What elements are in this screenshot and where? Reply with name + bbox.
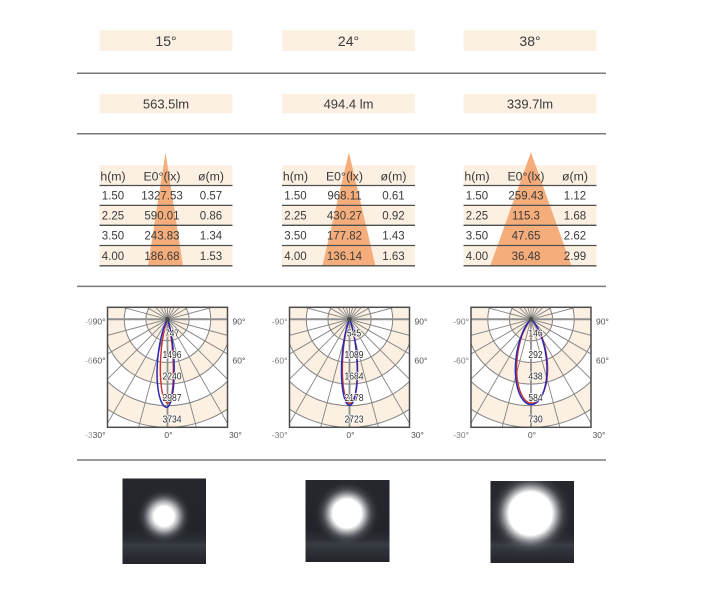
svg-text:60°: 60° <box>596 355 609 365</box>
svg-text:177.82: 177.82 <box>327 231 362 243</box>
svg-text:47.65: 47.65 <box>512 231 541 243</box>
svg-text:2.99: 2.99 <box>564 251 586 263</box>
svg-text:2.25: 2.25 <box>102 211 124 223</box>
svg-text:1.68: 1.68 <box>564 211 586 223</box>
svg-text:2987: 2987 <box>162 393 181 404</box>
svg-text:339.7lm: 339.7lm <box>507 97 553 112</box>
svg-text:0°: 0° <box>528 430 536 440</box>
svg-text:2.25: 2.25 <box>466 211 488 223</box>
svg-text:3.50: 3.50 <box>102 231 124 243</box>
svg-text:4.00: 4.00 <box>284 251 306 263</box>
svg-text:1.43: 1.43 <box>382 231 404 243</box>
svg-text:-30°: -30° <box>272 430 288 440</box>
svg-text:30°: 30° <box>593 430 606 440</box>
svg-text:3.50: 3.50 <box>284 231 306 243</box>
svg-text:-60°: -60° <box>272 355 288 365</box>
svg-text:90°: 90° <box>596 316 609 326</box>
svg-text:115.3: 115.3 <box>512 211 540 223</box>
svg-text:3.50: 3.50 <box>466 231 488 243</box>
svg-text:259.43: 259.43 <box>508 191 543 203</box>
svg-text:4.00: 4.00 <box>102 251 124 263</box>
svg-text:h(m): h(m) <box>283 169 308 183</box>
svg-text:-90°: -90° <box>453 316 469 326</box>
svg-text:2240: 2240 <box>162 372 181 383</box>
svg-text:1089: 1089 <box>344 350 363 361</box>
svg-text:E0°(lx): E0°(lx) <box>507 169 544 183</box>
svg-text:0°: 0° <box>346 430 354 440</box>
svg-text:ø(m): ø(m) <box>198 169 224 183</box>
svg-text:747: 747 <box>165 328 180 339</box>
svg-text:0.61: 0.61 <box>382 191 404 203</box>
svg-text:ø(m): ø(m) <box>381 169 407 183</box>
svg-text:1684: 1684 <box>344 372 363 383</box>
svg-text:292: 292 <box>528 350 543 361</box>
svg-text:0.86: 0.86 <box>200 211 222 223</box>
svg-text:E0°(lx): E0°(lx) <box>143 169 180 183</box>
svg-text:-330°: -330° <box>85 430 105 440</box>
svg-text:430.27: 430.27 <box>327 211 362 223</box>
svg-text:15°: 15° <box>155 33 176 49</box>
svg-text:30°: 30° <box>229 430 242 440</box>
svg-text:3734: 3734 <box>162 415 181 426</box>
svg-text:ø(m): ø(m) <box>562 169 588 183</box>
svg-text:h(m): h(m) <box>464 169 489 183</box>
svg-text:2.62: 2.62 <box>564 231 586 243</box>
svg-text:0.92: 0.92 <box>382 211 404 223</box>
svg-text:146: 146 <box>528 328 543 339</box>
svg-text:1.50: 1.50 <box>284 191 306 203</box>
svg-text:2.25: 2.25 <box>284 211 306 223</box>
svg-text:-990°: -990° <box>85 316 105 326</box>
svg-text:1.34: 1.34 <box>200 231 223 243</box>
svg-text:1.53: 1.53 <box>200 251 222 263</box>
svg-text:563.5lm: 563.5lm <box>143 97 189 112</box>
svg-text:1327.53: 1327.53 <box>141 191 183 203</box>
svg-text:438: 438 <box>528 372 543 383</box>
svg-text:90°: 90° <box>415 316 428 326</box>
svg-text:136.14: 136.14 <box>327 251 363 263</box>
svg-text:30°: 30° <box>411 430 424 440</box>
svg-text:60°: 60° <box>233 355 246 365</box>
svg-text:90°: 90° <box>233 316 246 326</box>
svg-text:36.48: 36.48 <box>512 251 541 263</box>
svg-text:545: 545 <box>347 328 362 339</box>
svg-text:4.00: 4.00 <box>466 251 488 263</box>
svg-text:0.57: 0.57 <box>200 191 222 203</box>
svg-text:494.4 lm: 494.4 lm <box>324 97 374 112</box>
svg-text:60°: 60° <box>415 355 428 365</box>
svg-text:243.83: 243.83 <box>144 231 179 243</box>
svg-text:590.01: 590.01 <box>144 211 179 223</box>
svg-text:1.63: 1.63 <box>382 251 404 263</box>
svg-text:2723: 2723 <box>344 415 363 426</box>
svg-text:-60°: -60° <box>453 355 469 365</box>
svg-text:1.50: 1.50 <box>466 191 488 203</box>
svg-text:h(m): h(m) <box>100 169 125 183</box>
svg-text:-90°: -90° <box>272 316 288 326</box>
svg-text:2178: 2178 <box>344 393 363 404</box>
svg-text:584: 584 <box>528 393 543 404</box>
svg-text:968.11: 968.11 <box>327 191 361 203</box>
svg-text:38°: 38° <box>519 33 540 49</box>
svg-text:1496: 1496 <box>162 350 181 361</box>
svg-text:0°: 0° <box>164 430 172 440</box>
svg-text:1.12: 1.12 <box>564 191 586 203</box>
svg-text:-660°: -660° <box>85 355 105 365</box>
svg-text:186.68: 186.68 <box>144 251 179 263</box>
svg-text:24°: 24° <box>338 33 359 49</box>
svg-text:-30°: -30° <box>453 430 469 440</box>
svg-text:730: 730 <box>528 415 543 426</box>
svg-text:1.50: 1.50 <box>102 191 124 203</box>
svg-text:E0°(lx): E0°(lx) <box>326 169 363 183</box>
